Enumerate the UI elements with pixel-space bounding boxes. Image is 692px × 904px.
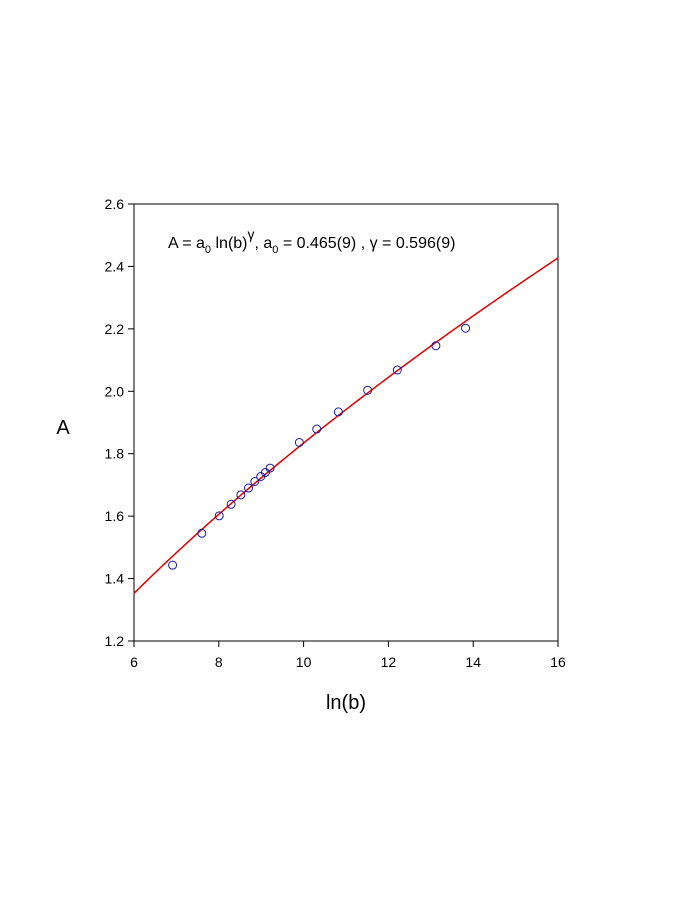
x-tick-label: 10 [296, 654, 312, 670]
data-point [250, 476, 260, 486]
y-tick-label: 2.2 [105, 321, 125, 337]
axis-ticks: 6 8 10 12 14 16 1.2 1.4 1.6 1.8 2.0 2.2 2.4 2.6 [105, 196, 566, 670]
data-point [197, 528, 207, 538]
y-tick-label: 2.6 [105, 196, 125, 212]
fit-curve [133, 257, 559, 594]
data-point [333, 407, 343, 417]
x-axis-title: ln(b) [326, 692, 366, 714]
y-tick-label: 1.8 [105, 446, 125, 462]
annotation-a0-sub: 0 [272, 244, 278, 256]
x-tick-label: 6 [130, 654, 138, 670]
data-point [226, 499, 236, 509]
annotation-lhs: A = a [168, 235, 205, 252]
y-tick-label: 1.4 [105, 571, 125, 587]
data-point [461, 323, 471, 333]
annotation-a0-label: , a [255, 235, 273, 252]
x-tick-label: 8 [215, 654, 223, 670]
x-tick-label: 12 [381, 654, 397, 670]
data-point [168, 560, 178, 570]
annotation-a0-value: = 0.465(9) , γ = 0.596(9) [278, 235, 455, 252]
data-point [214, 511, 224, 521]
data-point [294, 437, 304, 447]
y-tick-label: 1.6 [105, 508, 125, 524]
x-tick-label: 14 [465, 654, 481, 670]
data-point [392, 365, 402, 375]
annotation-sup-gamma: γ [248, 226, 255, 242]
y-tick-label: 2.4 [105, 258, 125, 274]
annotation-mid: ln(b) [211, 235, 247, 252]
fit-curve-layer [133, 257, 559, 594]
data-point [243, 483, 253, 493]
data-point [312, 424, 322, 434]
data-points-layer [168, 323, 471, 570]
data-point [363, 385, 373, 395]
data-point [265, 463, 275, 473]
y-tick-label: 2.0 [105, 383, 125, 399]
fit-equation-annotation: A = a0 ln(b)γ, a0 = 0.465(9) , γ = 0.596… [168, 226, 455, 256]
plot-border [133, 203, 559, 642]
x-tick-label: 16 [550, 654, 566, 670]
annotation-sub-0: 0 [205, 244, 211, 256]
data-point [431, 341, 441, 351]
y-axis-title: A [56, 417, 70, 439]
y-tick-label: 1.2 [105, 633, 125, 649]
plot-area [133, 203, 559, 642]
data-point [236, 490, 246, 500]
